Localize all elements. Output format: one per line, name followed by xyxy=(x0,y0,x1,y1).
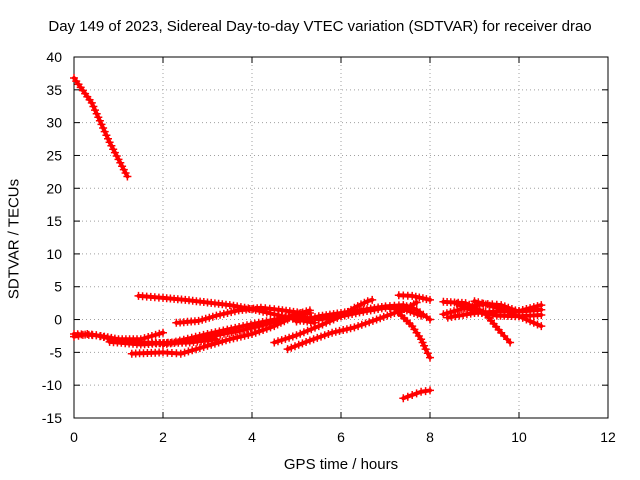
series-markers xyxy=(127,315,292,358)
series-markers xyxy=(172,303,305,327)
series-line xyxy=(72,76,130,179)
y-tick-label: 5 xyxy=(54,279,62,295)
x-tick-label: 12 xyxy=(600,429,616,445)
series-markers xyxy=(70,74,132,181)
y-tick-label: -5 xyxy=(50,344,63,360)
series-markers xyxy=(452,299,546,321)
chart-title: Day 149 of 2023, Sidereal Day-to-day VTE… xyxy=(48,18,592,35)
series-markers xyxy=(399,386,434,403)
y-axis-label: SDTVAR / TECUs xyxy=(5,178,23,300)
y-tick-label: 40 xyxy=(46,49,62,65)
series-markers xyxy=(274,303,426,324)
series-markers xyxy=(394,291,434,304)
y-tick-label: 10 xyxy=(46,246,62,262)
y-tick-label: 20 xyxy=(46,180,62,196)
y-tick-label: 25 xyxy=(46,147,62,163)
y-tick-label: 0 xyxy=(54,312,62,328)
y-tick-label: 35 xyxy=(46,82,62,98)
x-tick-label: 0 xyxy=(70,429,78,445)
x-axis-label: GPS time / hours xyxy=(283,456,399,473)
series-markers xyxy=(134,291,319,327)
y-tick-label: -10 xyxy=(42,377,62,393)
x-tick-label: 4 xyxy=(248,429,256,445)
x-tick-label: 10 xyxy=(511,429,527,445)
x-tick-label: 2 xyxy=(159,429,167,445)
y-tick-label: -15 xyxy=(42,410,62,426)
series-markers xyxy=(394,309,434,362)
x-tick-label: 8 xyxy=(426,429,434,445)
y-tick-label: 15 xyxy=(46,213,62,229)
x-tick-label: 6 xyxy=(337,429,345,445)
y-tick-label: 30 xyxy=(46,115,62,131)
